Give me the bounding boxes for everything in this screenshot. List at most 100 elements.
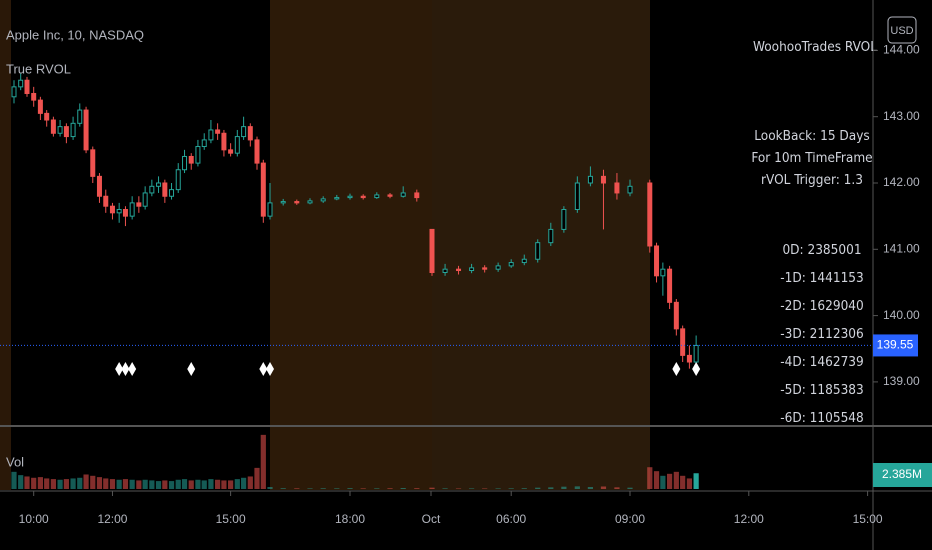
candle-body xyxy=(680,328,686,356)
volume-bar xyxy=(37,477,43,489)
candle-body xyxy=(535,242,541,260)
candle-body xyxy=(374,194,380,199)
volume-bar xyxy=(600,486,607,489)
candle-body xyxy=(234,136,240,154)
y-tick-label: 141.00 xyxy=(883,241,920,255)
volume-bar xyxy=(294,488,300,489)
candle-body xyxy=(18,79,24,88)
volume-bar xyxy=(70,478,76,489)
volume-bar xyxy=(24,476,30,489)
candle-body xyxy=(215,129,221,134)
signal-marker xyxy=(692,362,701,376)
candle-body xyxy=(169,189,175,197)
candle-body xyxy=(77,109,83,124)
candle-body xyxy=(647,182,653,247)
candle-body xyxy=(548,228,554,244)
volume-plot xyxy=(11,434,699,489)
candle-body xyxy=(686,354,692,363)
volume-bar xyxy=(627,487,633,489)
volume-bar xyxy=(31,477,37,489)
volume-bar xyxy=(254,467,260,489)
volume-bar xyxy=(387,488,393,489)
candle-body xyxy=(521,258,527,264)
candle-body xyxy=(673,301,679,330)
session-shade xyxy=(432,0,650,490)
volume-bar xyxy=(647,467,653,489)
volume-bar xyxy=(614,487,620,489)
volume-bar xyxy=(587,487,593,489)
candle-body xyxy=(469,267,475,272)
candle-body xyxy=(90,149,96,177)
volume-bar xyxy=(136,480,142,489)
candle-body xyxy=(429,228,435,274)
candle-body xyxy=(627,185,633,194)
candle-body xyxy=(44,112,50,121)
candle-body xyxy=(149,185,155,194)
volume-bar xyxy=(693,473,699,489)
candle-body xyxy=(360,195,366,199)
candle-body xyxy=(693,344,699,363)
candle-body xyxy=(587,175,593,184)
volume-bar xyxy=(535,487,541,489)
candle-body xyxy=(201,139,207,148)
candle-body xyxy=(307,200,313,204)
signal-marker xyxy=(128,362,137,376)
volume-bar xyxy=(181,479,188,489)
candle-body xyxy=(142,192,148,207)
volume-bar xyxy=(660,475,666,489)
volume-bar xyxy=(63,479,69,489)
volume-bar xyxy=(267,487,273,489)
currency-box[interactable] xyxy=(887,16,917,44)
rvol-line: -5D: 1185383 xyxy=(780,382,864,398)
candle-body xyxy=(456,268,462,272)
volume-bar xyxy=(83,474,89,489)
volume-bar xyxy=(18,475,24,489)
info-line: rVOL Trigger: 1.3 xyxy=(761,172,863,188)
candle-body xyxy=(347,195,353,199)
y-tick-label: 139.00 xyxy=(883,374,920,388)
panel-title: WoohooTrades RVOL xyxy=(753,39,877,55)
last-price-label: 139.55 xyxy=(877,338,914,352)
volume-bar xyxy=(548,487,554,489)
volume-bar xyxy=(360,488,366,489)
candle-body xyxy=(294,201,300,204)
signal-marker xyxy=(115,362,124,376)
candle-body xyxy=(116,209,122,214)
volume-bar xyxy=(162,480,168,489)
x-tick-label: 06:00 xyxy=(496,512,526,526)
candle-body xyxy=(414,192,420,199)
volume-bar xyxy=(482,488,488,489)
rvol-line: -1D: 1441153 xyxy=(780,270,864,286)
volume-bar xyxy=(50,479,56,489)
volume-bar xyxy=(442,488,448,489)
volume-bar xyxy=(195,479,201,489)
volume-bar xyxy=(188,480,194,489)
indicator-name: True RVOL xyxy=(6,61,71,76)
candle-body xyxy=(11,86,17,98)
candle-body xyxy=(136,202,142,207)
candle-body xyxy=(614,182,620,194)
volume-bar xyxy=(414,488,420,489)
candle-body xyxy=(320,198,326,202)
candle-body xyxy=(561,209,567,230)
volume-bar xyxy=(208,479,214,489)
volume-bar xyxy=(221,480,227,489)
volume-bar xyxy=(347,488,353,489)
candle-body xyxy=(24,79,30,94)
info-line: LookBack: 15 Days xyxy=(754,128,869,144)
volume-bar xyxy=(521,488,527,489)
y-tick-label: 144.00 xyxy=(883,43,920,57)
volume-bar xyxy=(429,487,435,489)
signal-marker xyxy=(187,362,196,376)
volume-bar xyxy=(374,488,380,489)
last-price-box xyxy=(873,334,918,357)
candle-body xyxy=(254,139,260,164)
signal-marker xyxy=(266,362,274,376)
x-tick-label: 15:00 xyxy=(216,512,246,526)
candle-body xyxy=(667,268,673,303)
volume-bar xyxy=(469,488,475,489)
info-line: For 10m TimeFrame xyxy=(751,150,872,166)
volume-bar xyxy=(280,488,286,489)
volume-bar xyxy=(77,477,83,489)
y-tick-label: 143.00 xyxy=(883,109,920,123)
